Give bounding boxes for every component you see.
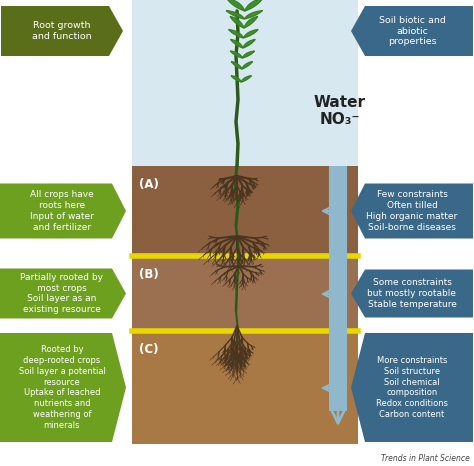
- Polygon shape: [228, 29, 244, 38]
- Text: Trends in Plant Science: Trends in Plant Science: [381, 454, 470, 463]
- Text: Some constraints
but mostly rootable
Stable temperature: Some constraints but mostly rootable Sta…: [367, 278, 456, 309]
- Polygon shape: [231, 40, 243, 48]
- Polygon shape: [1, 6, 123, 56]
- Text: Root growth
and function: Root growth and function: [32, 21, 92, 41]
- Bar: [132, 256, 358, 331]
- Text: All crops have
roots here
Input of water
and fertilizer: All crops have roots here Input of water…: [30, 191, 94, 232]
- Polygon shape: [351, 333, 473, 442]
- Polygon shape: [243, 40, 255, 48]
- Polygon shape: [242, 62, 253, 69]
- Polygon shape: [242, 51, 255, 58]
- Polygon shape: [230, 51, 242, 58]
- Polygon shape: [0, 184, 126, 239]
- Text: (A): (A): [139, 178, 159, 191]
- Text: Rooted by
deep-rooted crops
Soil layer a potential
resource
Uptake of leached
nu: Rooted by deep-rooted crops Soil layer a…: [18, 345, 105, 430]
- Polygon shape: [231, 75, 241, 82]
- Text: Partially rooted by
most crops
Soil layer as an
existing resource: Partially rooted by most crops Soil laye…: [20, 273, 103, 314]
- Bar: [132, 0, 358, 166]
- Polygon shape: [245, 11, 263, 19]
- Bar: [132, 166, 358, 256]
- Polygon shape: [351, 184, 473, 239]
- Polygon shape: [244, 16, 258, 28]
- Text: Few constraints
Often tilled
High organic matter
Soil-borne diseases: Few constraints Often tilled High organi…: [366, 191, 457, 232]
- Bar: [132, 331, 358, 444]
- Text: (C): (C): [139, 343, 158, 356]
- Polygon shape: [227, 0, 245, 11]
- Polygon shape: [351, 6, 473, 56]
- Polygon shape: [230, 16, 244, 28]
- Text: Water
NO₃⁻: Water NO₃⁻: [314, 95, 366, 127]
- Polygon shape: [231, 62, 242, 69]
- Polygon shape: [0, 268, 126, 318]
- Polygon shape: [245, 0, 263, 11]
- Polygon shape: [244, 29, 258, 38]
- Polygon shape: [226, 11, 245, 19]
- Text: More constraints
Soil structure
Soil chemical
composition
Redox conditions
Carbo: More constraints Soil structure Soil che…: [376, 356, 448, 419]
- Polygon shape: [0, 333, 126, 442]
- Polygon shape: [351, 269, 473, 317]
- Text: (B): (B): [139, 268, 159, 281]
- Polygon shape: [241, 75, 251, 82]
- Text: Soil biotic and
abiotic
properties: Soil biotic and abiotic properties: [379, 16, 446, 46]
